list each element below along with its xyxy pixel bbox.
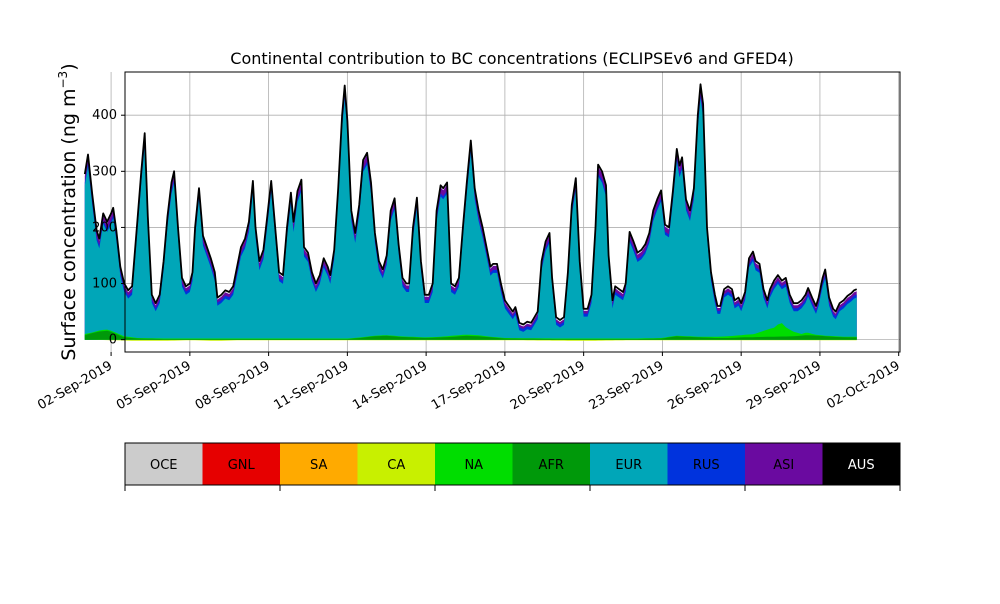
legend-label-ca: CA [387, 458, 405, 473]
legend-swatch-oce [125, 443, 203, 485]
x-tick-label: 08-Sep-2019 [193, 358, 273, 413]
legend-swatch-rus [667, 443, 746, 485]
plot-frame [124, 71, 901, 353]
x-tick-label: 11-Sep-2019 [272, 358, 352, 413]
legend-label-sa: SA [310, 458, 327, 473]
legend-label-eur: EUR [615, 458, 642, 473]
x-tick-label: 14-Sep-2019 [350, 358, 430, 413]
x-tick-label: 05-Sep-2019 [114, 358, 194, 413]
legend-swatch-sa [280, 443, 358, 485]
legend-swatch-aus [822, 443, 901, 485]
y-tick-label: 200 [92, 220, 117, 235]
x-tick-label: 02-Oct-2019 [824, 358, 902, 412]
x-tick-label: 29-Sep-2019 [744, 358, 824, 413]
legend-swatch-na [435, 443, 513, 485]
y-tick-label: 400 [92, 108, 117, 123]
series-afr-area [84, 330, 857, 340]
chart-title: Continental contribution to BC concentra… [230, 49, 793, 68]
stacked-areas [83, 83, 858, 341]
x-tick-label: 02-Sep-2019 [35, 358, 115, 413]
x-tick-label: 23-Sep-2019 [587, 358, 667, 413]
series-eur-area [84, 98, 857, 340]
y-axis-label: Surface concentration (ng m−3) [56, 63, 80, 360]
x-tick-label: 20-Sep-2019 [508, 358, 588, 413]
x-tick-label: 17-Sep-2019 [429, 358, 509, 413]
legend-label-na: NA [464, 458, 483, 473]
legend-label-rus: RUS [693, 458, 720, 473]
y-tick-label: 100 [92, 277, 117, 292]
legend-swatch-ca [357, 443, 436, 485]
legend-label-gnl: GNL [228, 458, 256, 473]
color-legend: OCE GNL SA CA NA AFR EUR RUS ASI AUS [124, 442, 901, 491]
legend-label-afr: AFR [539, 458, 564, 473]
series-aus-outline [83, 83, 858, 326]
legend-swatch-eur [590, 443, 668, 485]
legend-swatch-gnl [202, 443, 281, 485]
legend-swatch-afr [512, 443, 591, 485]
y-tick-label: 300 [92, 164, 117, 179]
legend-label-aus: AUS [848, 458, 875, 473]
legend-label-asi: ASI [773, 458, 794, 473]
legend-label-oce: OCE [150, 458, 178, 473]
x-tick-label: 26-Sep-2019 [665, 358, 745, 413]
y-tick-label: 0 [109, 333, 117, 348]
legend-swatch-asi [745, 443, 823, 485]
legend-frame [124, 442, 901, 486]
series-ca-area [84, 339, 857, 341]
